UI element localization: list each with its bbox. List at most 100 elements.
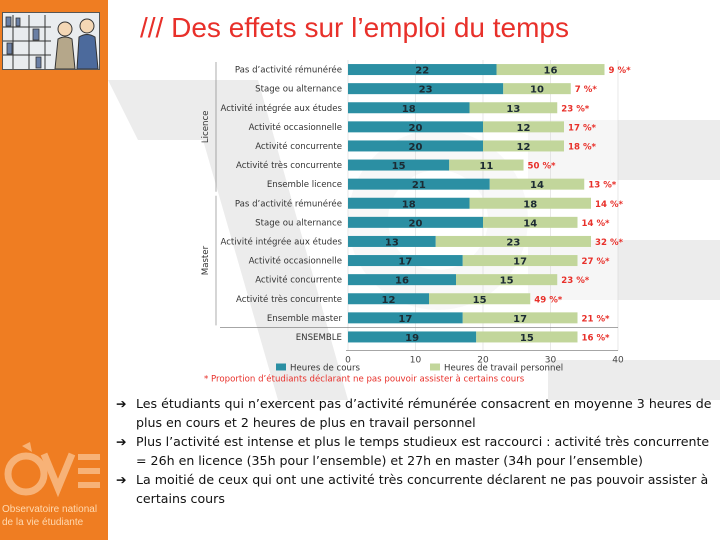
bar-value-label: 20 [409,123,423,134]
bar-work-hours [489,178,585,190]
bar-value-label: 16 [544,66,558,77]
bar-work-hours [462,255,578,267]
bar-value-label: 17 [513,314,527,325]
bar-work-hours [503,83,571,95]
x-tick-label: 20 [477,356,489,366]
bar-course-hours [348,235,436,247]
arrow-icon: ➔ [116,396,127,411]
bullet-text: La moitié de ceux qui ont une activité t… [136,472,709,506]
bar-course-hours [348,216,483,228]
bar-value-label: 19 [405,333,419,344]
bar-value-label: 20 [409,142,423,153]
bar-course-hours [348,255,463,267]
bar-value-label: 11 [479,161,493,172]
x-tick-label: 10 [410,356,422,366]
percent-annotation: 14 %* [595,200,624,210]
bar-work-hours [483,121,564,133]
ove-logo: Observatoire national de la vie étudiant… [0,440,108,540]
bar-value-label: 17 [398,314,412,325]
bar-value-label: 16 [395,276,409,287]
category-label: Ensemble master [267,314,343,324]
ove-logo-mark [4,442,100,498]
bar-work-hours [483,216,578,228]
bullet-item: ➔ Les étudiants qui n’exercent pas d’act… [116,394,716,432]
bar-work-hours [456,274,558,286]
bullet-text: Les étudiants qui n’exercent pas d’activ… [136,396,712,430]
percent-annotation: 17 %* [568,123,597,133]
bar-value-label: 17 [398,257,412,268]
bar-work-hours [449,159,524,171]
percent-annotation: 27 %* [582,257,611,267]
time-use-chart: 0 10 20 30 40 Pas d’activité rémunérée 22 16 9 %… [201,60,632,385]
bar-course-hours [348,140,483,152]
percent-annotation: 23 %* [561,276,590,286]
bar-value-label: 18 [523,199,537,210]
bar-value-label: 20 [409,218,423,229]
category-label: Activité concurrente [255,141,342,152]
category-label: ENSEMBLE [296,333,342,343]
legend-label: Heures de cours [290,364,360,374]
group-label: Licence [201,111,211,144]
percent-annotation: 9 %* [609,66,632,76]
bar-value-label: 17 [513,257,527,268]
bar-course-hours [348,312,463,324]
bar-course-hours [348,293,429,305]
bar-value-label: 15 [392,161,406,172]
orange-sidebar: Observatoire national de la vie étudiant… [0,0,108,540]
percent-annotation: 23 %* [561,104,590,114]
bar-value-label: 15 [520,333,534,344]
percent-annotation: 16 %* [582,333,611,343]
bar-value-label: 15 [500,276,514,287]
bar-work-hours [483,140,564,152]
bar-work-hours [476,331,578,343]
bar-value-label: 14 [530,180,544,191]
legend-label: Heures de travail personnel [444,364,563,374]
bar-value-label: 12 [517,142,531,153]
category-label: Activité concurrente [255,275,342,286]
bar-course-hours [348,159,450,171]
percent-annotation: 32 %* [595,238,624,248]
bar-value-label: 21 [412,180,426,191]
category-label: Pas d’activité rémunérée [235,198,342,209]
bullet-list: ➔ Les étudiants qui n’exercent pas d’act… [116,394,716,508]
percent-annotation: 21 %* [582,314,611,324]
category-label: Stage ou alternance [255,218,342,228]
category-label: Activité très concurrente [236,294,342,305]
bar-course-hours [348,274,456,286]
percent-annotation: 13 %* [588,181,617,191]
bar-course-hours [348,121,483,133]
slide-title: /// Des effets sur l’emploi du temps [140,12,569,43]
category-label: Activité intégrée aux études [220,236,342,247]
bar-course-hours [348,83,504,95]
bar-course-hours [348,64,497,76]
category-label: Activité intégrée aux études [220,103,342,114]
bullet-text: Plus l’activité est intense et plus le t… [136,434,710,468]
percent-annotation: 14 %* [582,219,611,229]
bar-work-hours [469,197,591,209]
bar-value-label: 18 [402,104,416,115]
x-tick-label: 0 [345,356,351,366]
bar-value-label: 13 [385,237,399,248]
bar-value-label: 23 [506,237,520,248]
category-label: Activité occasionnelle [249,122,342,133]
bar-work-hours [496,64,605,76]
bar-course-hours [348,178,490,190]
bar-value-label: 23 [419,85,433,96]
bullet-item: ➔ La moitié de ceux qui ont une activité… [116,470,716,508]
group-label: Master [201,245,211,275]
legend-swatch-course [276,363,286,371]
bar-value-label: 22 [415,66,429,77]
bar-value-label: 12 [517,123,531,134]
legend-swatch-work [430,363,440,371]
arrow-icon: ➔ [116,434,127,449]
bar-work-hours [435,235,591,247]
bar-value-label: 10 [530,85,544,96]
bar-value-label: 15 [473,295,487,306]
bar-course-hours [348,197,470,209]
bar-work-hours [462,312,578,324]
bar-value-label: 12 [382,295,396,306]
bar-course-hours [348,102,470,114]
category-label: Stage ou alternance [255,85,342,95]
logo-line-1: Observatoire national [2,504,98,515]
category-label: Activité occasionnelle [249,256,342,267]
